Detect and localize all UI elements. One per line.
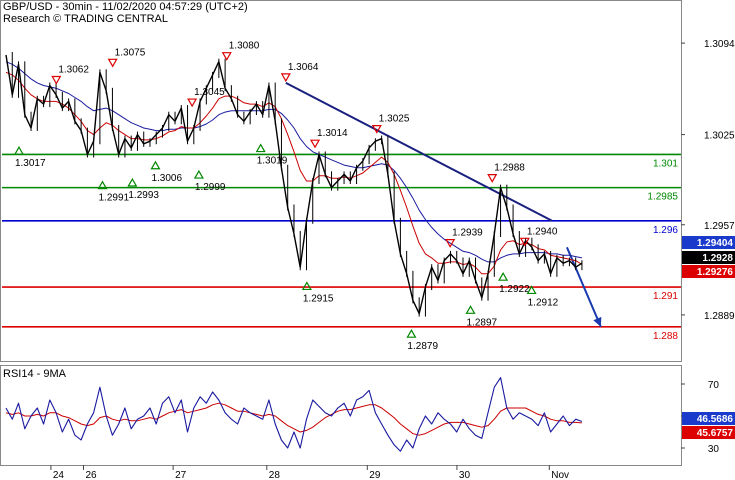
price-marker-label: 1.29404 bbox=[697, 238, 734, 249]
price-marker-box bbox=[682, 251, 735, 264]
x-tick-label: 28 bbox=[269, 470, 281, 480]
swing-low-label: 1.2879 bbox=[407, 341, 438, 352]
price-line bbox=[5, 54, 583, 315]
rsi-panel-title: RSI14 - 9MA bbox=[3, 368, 66, 380]
swing-high-marker bbox=[309, 139, 321, 149]
x-tick-label: 29 bbox=[369, 470, 381, 480]
swing-low-label: 1.2993 bbox=[128, 190, 159, 201]
swing-low-marker bbox=[301, 281, 312, 291]
swing-high-label: 1.3025 bbox=[379, 114, 410, 125]
y-tick-label: 1.3025 bbox=[704, 131, 735, 142]
rsi-series bbox=[5, 377, 583, 452]
swing-low-label: 1.2915 bbox=[303, 293, 334, 304]
swing-low-marker bbox=[406, 328, 417, 338]
y-tick-label: 1.2889 bbox=[704, 311, 735, 322]
moving-averages bbox=[5, 61, 583, 275]
swing-high-label: 1.3014 bbox=[317, 128, 348, 139]
swing-low-label: 1.3006 bbox=[151, 173, 182, 184]
time-axis: 24 26 27 28 29 30 Nov bbox=[50, 465, 569, 480]
rsi-y-tick-label: 30 bbox=[708, 444, 720, 455]
price-marker-box bbox=[682, 265, 735, 278]
swing-low-label: 1.2922 bbox=[499, 284, 530, 295]
swing-low-marker bbox=[13, 145, 25, 155]
swing-low-label: 1.2991 bbox=[98, 193, 129, 204]
swing-high-marker bbox=[187, 98, 198, 108]
swing-high-marker bbox=[107, 58, 118, 68]
swing-high-marker bbox=[280, 73, 291, 83]
swing-low-label: 1.3017 bbox=[15, 158, 46, 169]
swing-high-label: 1.2939 bbox=[452, 228, 483, 239]
swing-high-label: 1.3075 bbox=[115, 47, 146, 58]
swing-high-label: 1.3062 bbox=[58, 65, 89, 76]
horizontal-levels: 1.301 1.2985 1.296 1.291 1.288 bbox=[2, 153, 681, 342]
swing-high-marker bbox=[221, 52, 232, 61]
y-tick-label: 1.2957 bbox=[704, 221, 735, 232]
main-panel-frame bbox=[0, 0, 682, 362]
swing-high-label: 1.3045 bbox=[194, 87, 225, 98]
swing-high-label: 1.3080 bbox=[229, 41, 260, 52]
swing-high-marker bbox=[445, 239, 456, 248]
projection-arrow-head bbox=[593, 316, 602, 327]
rsi-panel-frame bbox=[0, 365, 682, 466]
swing-low-marker bbox=[97, 180, 108, 190]
price-series bbox=[5, 52, 583, 317]
swing-low-label: 1.2897 bbox=[467, 317, 498, 328]
swing-high-label: 1.2988 bbox=[494, 163, 525, 174]
ma-red-line bbox=[5, 71, 583, 275]
x-tick-label: Nov bbox=[551, 470, 569, 480]
rsi-marker-label: 46.5686 bbox=[697, 414, 734, 425]
swing-low-label: 1.2999 bbox=[195, 182, 226, 193]
level-label-2: 1.296 bbox=[653, 225, 678, 236]
ma-blue-line bbox=[5, 61, 583, 263]
rsi-marker-box bbox=[682, 426, 735, 439]
y-tick-label: 1.3094 bbox=[704, 39, 735, 50]
swing-high-marker bbox=[519, 237, 530, 247]
swing-high-label: 1.3064 bbox=[288, 62, 319, 73]
swing-low-label: 1.2912 bbox=[528, 297, 559, 308]
swing-low-label: 1.3019 bbox=[257, 156, 288, 167]
chart-source: Research © TRADING CENTRAL bbox=[3, 13, 168, 25]
level-label-4: 1.288 bbox=[653, 331, 678, 342]
level-label-1: 1.2985 bbox=[647, 192, 678, 203]
price-marker-box bbox=[682, 236, 735, 249]
rsi-marker-box bbox=[682, 412, 735, 425]
rsi-ma-line bbox=[5, 402, 582, 436]
price-markers: 1.29404 1.2928 1.29276 bbox=[682, 236, 735, 278]
chart-title: GBP/USD - 30min - 11/02/2020 04:57:29 (U… bbox=[3, 1, 248, 13]
rsi-marker-label: 45.6757 bbox=[697, 428, 734, 439]
swing-high-label: 1.2940 bbox=[527, 226, 558, 237]
price-marker-label: 1.2928 bbox=[702, 253, 733, 264]
level-label-0: 1.301 bbox=[653, 158, 678, 169]
swing-high-marker bbox=[487, 174, 498, 183]
projection-arrow-shaft bbox=[566, 246, 602, 328]
level-label-3: 1.291 bbox=[653, 291, 678, 302]
rsi-line bbox=[5, 377, 583, 452]
swing-low-marker bbox=[127, 177, 138, 187]
swing-low-marker bbox=[255, 143, 266, 153]
price-axis: 1.3094 1.3025 1.2957 1.2889 bbox=[681, 39, 735, 322]
swing-low-marker bbox=[526, 285, 537, 295]
trendline-group bbox=[285, 81, 602, 328]
x-tick-label: 30 bbox=[459, 470, 471, 480]
x-tick-label: 27 bbox=[175, 470, 187, 480]
swing-high-marker bbox=[51, 75, 62, 85]
x-tick-label: 26 bbox=[85, 470, 97, 480]
swing-low-marker bbox=[150, 160, 161, 170]
rsi-y-tick-label: 70 bbox=[708, 380, 720, 391]
x-tick-label: 24 bbox=[53, 470, 65, 480]
swing-high-marker bbox=[371, 124, 382, 134]
swing-low-marker bbox=[465, 305, 476, 314]
price-marker-label: 1.29276 bbox=[697, 267, 734, 278]
swing-low-marker bbox=[498, 271, 509, 281]
resistance-trendline bbox=[285, 81, 553, 222]
swing-annotations: 1.3062 1.3075 1.3080 1.3045 1.3064 1.3014 1.30… bbox=[13, 41, 559, 352]
swing-low-marker bbox=[193, 169, 204, 179]
